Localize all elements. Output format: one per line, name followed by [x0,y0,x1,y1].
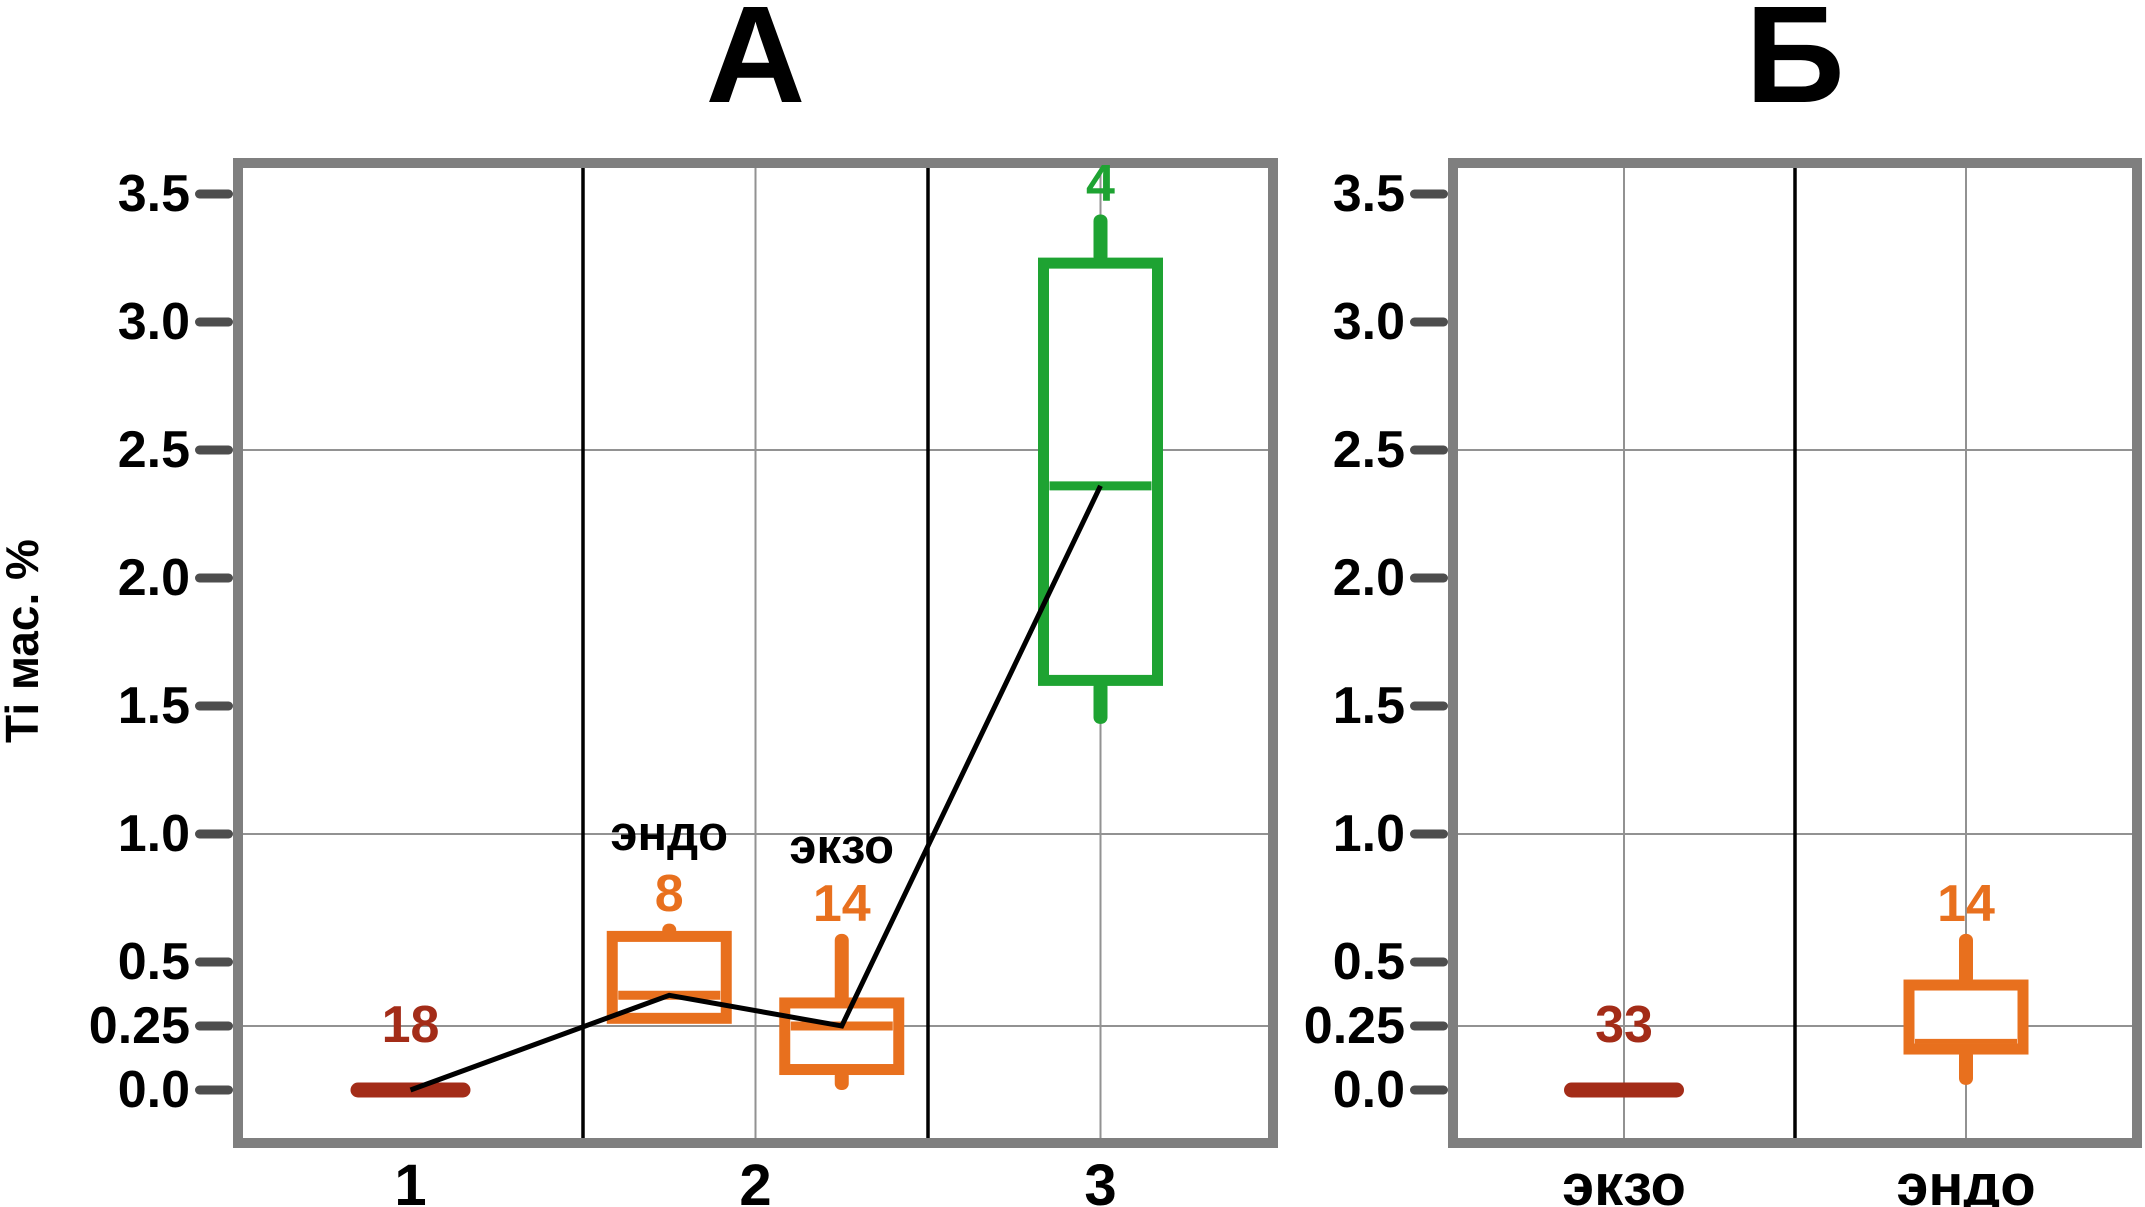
y-tick-label: 1.0 [117,805,190,863]
y-tick-label: 0.0 [1332,1061,1405,1119]
y-tick-mark [195,189,233,199]
y-tick-mark [1410,573,1448,583]
box [779,997,905,1076]
upper-whisker [834,933,849,1003]
y-tick-label: 0.25 [1303,997,1405,1055]
panel-b-title: Б [1745,0,1845,132]
lower-whisker [1093,680,1108,724]
y-tick-label: 2.5 [117,421,190,479]
box [1903,979,2029,1055]
y-tick-mark [195,573,233,583]
y-tick-label: 2.5 [1332,421,1405,479]
y-tick-mark [1410,445,1448,455]
box-annotation: эндо [610,807,729,861]
median-only-line [1564,1082,1684,1098]
sample-count-label: 18 [381,996,440,1054]
y-tick-mark [195,701,233,711]
y-tick-mark [195,317,233,327]
y-tick-label: 2.0 [117,549,190,607]
y-tick-label: 0.5 [1332,933,1405,991]
y-tick-label: 0.5 [117,933,190,991]
x-tick-label: 2 [739,1153,772,1207]
y-axis-title: Ti мас. % [0,539,48,743]
box [1038,257,1163,686]
y-tick-label: 1.5 [1332,677,1405,735]
x-tick-label: 3 [1084,1153,1117,1207]
y-tick-mark [1410,1085,1448,1095]
box [606,930,732,1024]
y-tick-mark [1410,189,1448,199]
y-tick-label: 2.0 [1332,549,1405,607]
y-tick-mark [1410,829,1448,839]
x-tick-label: эндо [1896,1153,2036,1207]
y-tick-mark [1410,957,1448,967]
sample-count-label: 14 [812,874,871,933]
y-tick-mark [1410,1021,1448,1031]
box-annotation: экзо [789,819,895,874]
y-tick-label: 0.25 [88,997,190,1055]
y-tick-mark [1410,701,1448,711]
y-tick-label: 1.0 [1332,805,1405,863]
x-tick-label: экзо [1562,1153,1686,1207]
y-tick-label: 3.0 [117,293,190,351]
panel-a-title: А [705,0,806,132]
y-tick-mark [195,829,233,839]
y-tick-mark [1410,317,1448,327]
y-tick-label: 3.5 [1332,165,1405,223]
sample-count-label: 33 [1595,996,1653,1054]
plot-frame [233,158,1278,1148]
sample-count-label: 14 [1937,874,1995,933]
plot-frame [1448,158,2142,1148]
y-tick-label: 0.0 [117,1061,190,1119]
y-tick-label: 3.5 [117,165,190,223]
y-tick-label: 1.5 [117,677,190,735]
upper-whisker [1093,214,1108,264]
y-tick-mark [195,1085,233,1095]
x-tick-label: 1 [394,1153,427,1207]
y-tick-label: 3.0 [1332,293,1405,351]
median-connector-line [409,484,1103,1093]
upper-whisker [1959,933,1973,986]
y-tick-mark [195,957,233,967]
lower-whisker [1959,1049,1973,1085]
sample-count-label: 8 [654,864,684,923]
y-tick-mark [195,1021,233,1031]
sample-count-label: 4 [1086,155,1115,214]
y-tick-mark [195,445,233,455]
